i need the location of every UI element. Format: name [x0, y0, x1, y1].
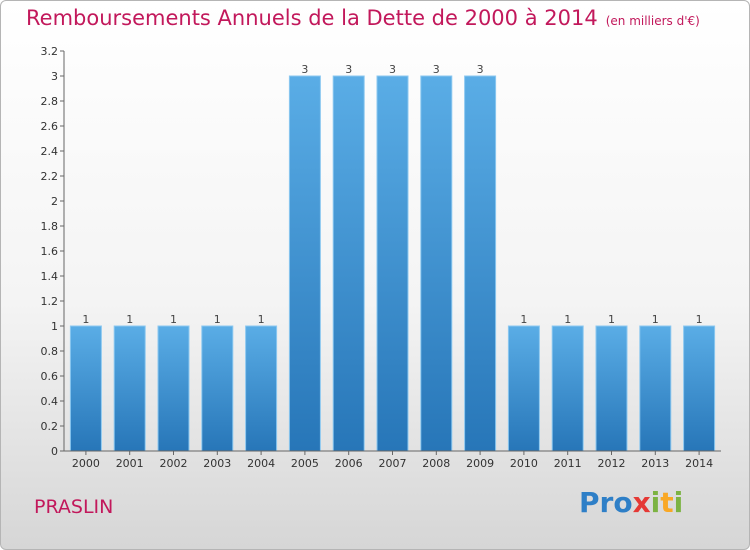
bar-2004 — [245, 325, 278, 452]
bar-2005 — [288, 75, 321, 452]
x-tick-label-2000: 2000 — [72, 457, 100, 470]
x-tick-label-2001: 2001 — [116, 457, 144, 470]
y-tick-label: 0.8 — [41, 345, 59, 358]
chart-title: Remboursements Annuels de la Dette de 20… — [26, 6, 700, 30]
y-tick-label: 0.4 — [41, 395, 59, 408]
bar-2012 — [595, 325, 628, 452]
bar-2010 — [507, 325, 540, 452]
bar-2011 — [551, 325, 584, 452]
bar-2000 — [69, 325, 102, 452]
logo-letter: x — [632, 486, 651, 519]
y-tick-label: 3 — [51, 70, 58, 83]
data-label-2010: 1 — [520, 313, 527, 326]
logo-letter: t — [660, 486, 674, 519]
y-tick-label: 0.6 — [41, 370, 59, 383]
y-tick-label: 3.2 — [41, 45, 59, 58]
logo-letter: P — [579, 486, 600, 519]
x-tick-label-2014: 2014 — [685, 457, 713, 470]
bars-layer: 1 1 1 1 1 3 3 3 3 3 1 1 1 1 1 — [69, 63, 716, 452]
logo-letter: i — [673, 486, 684, 519]
data-label-2014: 1 — [696, 313, 703, 326]
bar-2002 — [157, 325, 190, 452]
bar-2014 — [683, 325, 716, 452]
y-tick-label: 0 — [51, 445, 58, 458]
bar-2003 — [201, 325, 234, 452]
data-label-2002: 1 — [170, 313, 177, 326]
bar-2006 — [332, 75, 365, 452]
x-tick-label-2002: 2002 — [160, 457, 188, 470]
x-tick-label-2010: 2010 — [510, 457, 538, 470]
x-tick-label-2007: 2007 — [379, 457, 407, 470]
y-tick-label: 1.8 — [41, 220, 59, 233]
x-tick-label-2012: 2012 — [598, 457, 626, 470]
data-label-2008: 3 — [433, 63, 440, 76]
logo-letter: o — [613, 486, 633, 519]
y-tick-label: 2.8 — [41, 95, 59, 108]
logo-letter: i — [650, 486, 661, 519]
data-label-2012: 1 — [608, 313, 615, 326]
data-label-2006: 3 — [345, 63, 352, 76]
data-label-2004: 1 — [258, 313, 265, 326]
y-tick-label: 2.2 — [41, 170, 59, 183]
data-label-2000: 1 — [82, 313, 89, 326]
data-label-2009: 3 — [477, 63, 484, 76]
data-label-2007: 3 — [389, 63, 396, 76]
y-tick-label: 2.6 — [41, 120, 59, 133]
logo-letter: r — [599, 486, 614, 519]
bar-2013 — [639, 325, 672, 452]
y-tick-label: 1 — [51, 320, 58, 333]
y-tick-label: 2 — [51, 195, 58, 208]
y-tick-label: 1.2 — [41, 295, 59, 308]
axis-layer: 0 0.2 0.4 0.6 0.8 1 1.2 1.4 1.6 1.8 2 2.2 2.4 2.6 2.8 3… — [41, 45, 721, 470]
x-tick-label-2005: 2005 — [291, 457, 319, 470]
bar-2007 — [376, 75, 409, 452]
x-tick-label-2003: 2003 — [203, 457, 231, 470]
x-tick-label-2006: 2006 — [335, 457, 363, 470]
data-label-2001: 1 — [126, 313, 133, 326]
proxiti-logo[interactable]: Proxiti — [579, 486, 683, 519]
x-tick-label-2004: 2004 — [247, 457, 275, 470]
y-tick-label: 2.4 — [41, 145, 59, 158]
bar-2009 — [464, 75, 497, 452]
bar-2001 — [113, 325, 146, 452]
data-label-2011: 1 — [564, 313, 571, 326]
y-tick-label: 1.6 — [41, 245, 59, 258]
data-label-2003: 1 — [214, 313, 221, 326]
y-tick-label: 1.4 — [41, 270, 59, 283]
x-tick-label-2011: 2011 — [554, 457, 582, 470]
chart-title-unit: (en milliers d'€) — [605, 14, 700, 28]
x-tick-label-2008: 2008 — [422, 457, 450, 470]
place-name: PRASLIN — [34, 496, 114, 518]
y-tick-label: 0.2 — [41, 420, 59, 433]
data-label-2013: 1 — [652, 313, 659, 326]
bar-2008 — [420, 75, 453, 452]
x-tick-label-2009: 2009 — [466, 457, 494, 470]
chart-title-main: Remboursements Annuels de la Dette de 20… — [26, 6, 598, 30]
data-label-2005: 3 — [301, 63, 308, 76]
x-tick-label-2013: 2013 — [641, 457, 669, 470]
